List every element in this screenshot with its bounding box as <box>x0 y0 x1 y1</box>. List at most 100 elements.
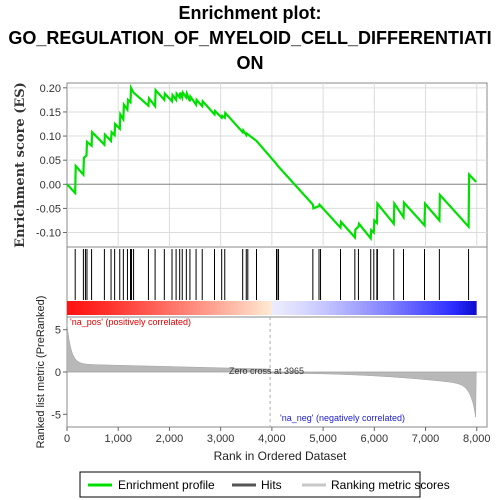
x-tick-label: 0 <box>64 433 70 445</box>
color-bar-segment <box>305 301 310 315</box>
color-bar-segment <box>247 301 252 315</box>
color-bar-segment <box>281 301 286 315</box>
color-bar-segment <box>152 301 157 315</box>
color-bar-segment <box>472 301 477 315</box>
es-y-tick-label: 0.15 <box>40 107 61 119</box>
neg-correlated-label: 'na_neg' (negatively correlated) <box>280 413 405 423</box>
color-bar-segment <box>356 301 361 315</box>
color-bar-segment <box>142 301 146 315</box>
metric-y-tick-label: -5 <box>51 409 61 421</box>
legend-label-enrichment: Enrichment profile <box>118 478 215 492</box>
ranking-metric-area <box>66 323 477 418</box>
color-bar-segment <box>230 301 235 315</box>
color-bar-segment <box>73 301 78 315</box>
color-bar-segment <box>336 301 341 315</box>
color-bar-segment <box>292 301 296 315</box>
enrichment-profile-line <box>66 83 477 242</box>
color-bar-segment <box>302 301 307 315</box>
color-bar-segment <box>165 301 170 315</box>
color-bar-segment <box>462 301 467 315</box>
color-bar-segment <box>428 301 433 315</box>
es-y-tick-label: 0.20 <box>40 83 61 95</box>
color-bar-segment <box>196 301 201 315</box>
color-bar-segment <box>182 301 187 315</box>
color-bar-segment <box>70 301 75 315</box>
color-bar-segment <box>295 301 300 315</box>
zero-cross-label: Zero cross at 3965 <box>229 366 304 376</box>
color-bar-segment <box>172 301 177 315</box>
color-bar-segment <box>128 301 133 315</box>
color-bar-segment <box>448 301 453 315</box>
color-bar-segment <box>384 301 388 315</box>
chart-title-line-2: GO_REGULATION_OF_MYELOID_CELL_DIFFERENTI… <box>8 28 491 48</box>
color-bar-segment <box>309 301 313 315</box>
ranking-color-bar <box>67 301 477 315</box>
metric-y-ticks: 5 0 -5 <box>51 325 67 421</box>
color-bar-segment <box>264 301 269 315</box>
color-bar-segment <box>179 301 184 315</box>
color-bar-segment <box>234 301 238 315</box>
x-tick-label: 3,000 <box>207 433 235 445</box>
color-bar-segment <box>97 301 102 315</box>
color-bar-segment <box>121 301 126 315</box>
es-y-tick-label: 0.05 <box>40 155 61 167</box>
color-bar-segment <box>169 301 174 315</box>
color-bar-segment <box>360 301 365 315</box>
color-bar-segment <box>138 301 143 315</box>
color-bar-segment <box>469 301 474 315</box>
color-bar-segment <box>124 301 129 315</box>
color-bar-segment <box>339 301 344 315</box>
color-bar-segment <box>237 301 242 315</box>
color-bar-segment <box>118 301 122 315</box>
color-bar-segment <box>145 301 150 315</box>
color-bar-segment <box>411 301 416 315</box>
color-bar-segment <box>414 301 419 315</box>
metric-y-tick-label: 5 <box>55 325 61 337</box>
color-bar-segment <box>459 301 464 315</box>
color-bar-segment <box>261 301 266 315</box>
legend-label-ranking: Ranking metric scores <box>331 478 450 492</box>
color-bar-segment <box>155 301 160 315</box>
color-bar-segment <box>268 301 273 315</box>
es-y-axis-label: Enrichment score (ES) <box>13 82 28 248</box>
color-bar-segment <box>193 301 197 315</box>
color-bar-segment <box>135 301 140 315</box>
color-bar-segment <box>442 301 446 315</box>
color-bar-segment <box>466 301 470 315</box>
color-bar-segment <box>373 301 378 315</box>
es-y-tick-label: -0.10 <box>36 228 61 240</box>
color-bar-segment <box>363 301 368 315</box>
color-bar-segment <box>394 301 399 315</box>
color-bar-segment <box>380 301 385 315</box>
color-bar-segment <box>367 301 371 315</box>
color-bar-segment <box>203 301 208 315</box>
color-bar-segment <box>390 301 395 315</box>
color-bar-segment <box>346 301 351 315</box>
color-bar-segment <box>438 301 443 315</box>
color-bar-segment <box>298 301 303 315</box>
color-bar-segment <box>285 301 290 315</box>
x-tick-label: 8,000 <box>463 433 491 445</box>
color-bar-segment <box>404 301 409 315</box>
legend-label-hits: Hits <box>261 478 282 492</box>
color-bar-segment <box>80 301 85 315</box>
x-tick-label: 5,000 <box>309 433 337 445</box>
color-bar-segment <box>87 301 92 315</box>
chart-title-line-1: Enrichment plot: <box>179 3 322 23</box>
color-bar-segment <box>240 301 245 315</box>
x-tick-label: 1,000 <box>104 433 132 445</box>
color-bar-segment <box>251 301 255 315</box>
color-bar-segment <box>244 301 249 315</box>
color-bar-segment <box>114 301 119 315</box>
color-bar-segment <box>107 301 112 315</box>
color-bar-segment <box>353 301 358 315</box>
color-bar-segment <box>101 301 105 315</box>
color-bar-segment <box>77 301 82 315</box>
color-bar-segment <box>329 301 334 315</box>
color-bar-segment <box>312 301 317 315</box>
color-bar-segment <box>452 301 457 315</box>
color-bar-segment <box>84 301 88 315</box>
metric-y-axis-label: Ranked list metric (PreRanked) <box>35 296 47 449</box>
color-bar-segment <box>435 301 440 315</box>
